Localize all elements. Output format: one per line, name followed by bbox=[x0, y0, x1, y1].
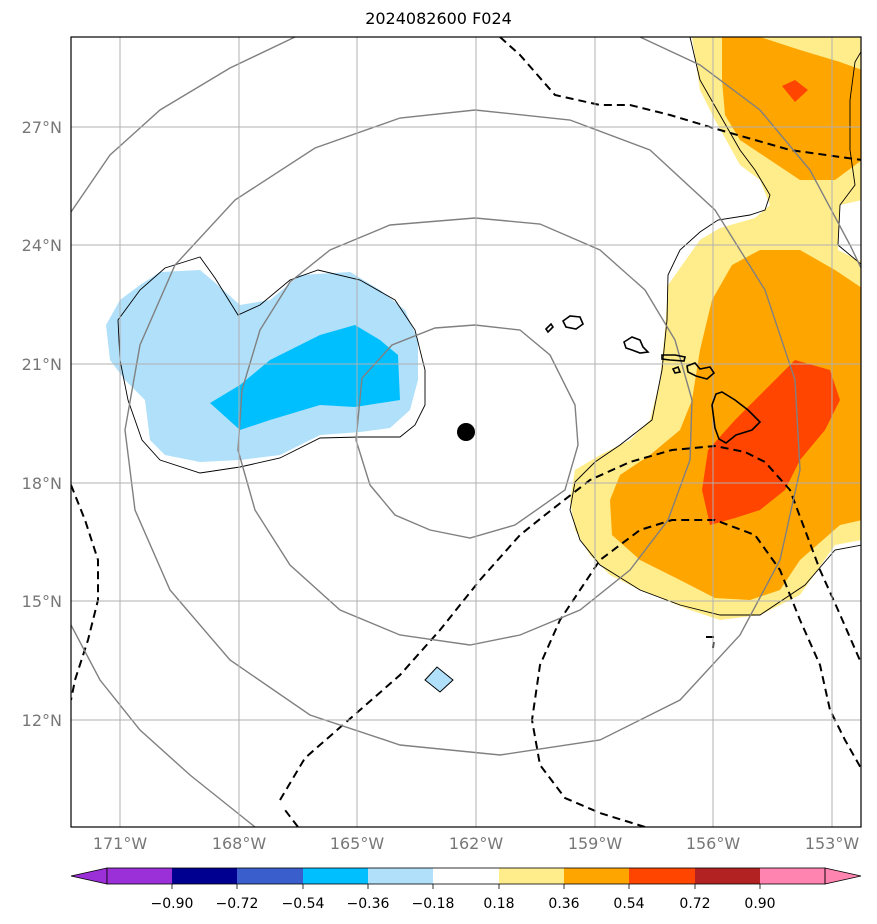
lon-label-159: 159°W bbox=[568, 834, 623, 853]
colorbar-over-extension bbox=[824, 867, 862, 885]
contour-line-positive-east bbox=[837, 50, 861, 265]
colorbar-segment-4 bbox=[303, 868, 368, 884]
colorbar: −0.90 −0.72 −0.54 −0.36 −0.18 0.18 0.36 … bbox=[70, 867, 862, 912]
latitude-labels: 27°N 24°N 21°N 18°N 15°N 12°N bbox=[22, 118, 62, 730]
island-oahu bbox=[623, 336, 650, 354]
lon-label-156: 156°W bbox=[686, 834, 741, 853]
storm-center-marker bbox=[457, 423, 475, 441]
island-kauai bbox=[561, 315, 584, 330]
colorbar-segment-8 bbox=[564, 868, 629, 884]
colorbar-label-3: −0.54 bbox=[282, 896, 325, 912]
lat-label-21: 21°N bbox=[22, 355, 62, 374]
colorbar-ticks bbox=[171, 884, 761, 889]
colorbar-segment-10 bbox=[695, 868, 760, 884]
contour-line-positive bbox=[569, 37, 861, 616]
colorbar-label-2: −0.72 bbox=[216, 896, 259, 912]
lat-label-12: 12°N bbox=[22, 711, 62, 730]
map-gridlines bbox=[71, 37, 861, 827]
negative-anomaly-fill bbox=[106, 270, 454, 693]
range-ring-3 bbox=[124, 109, 801, 756]
lon-label-162: 162°W bbox=[449, 834, 504, 853]
dashed-contour-south bbox=[284, 519, 861, 827]
longitude-labels: 171°W 168°W 165°W 162°W 159°W 156°W 153°… bbox=[93, 834, 860, 853]
island-big-island bbox=[711, 391, 762, 444]
island-niihau bbox=[544, 322, 555, 334]
colorbar-label-5: −0.18 bbox=[412, 896, 455, 912]
colorbar-segment-6 bbox=[433, 868, 499, 884]
colorbar-segment-2 bbox=[172, 868, 237, 884]
lat-label-24: 24°N bbox=[22, 236, 62, 255]
colorbar-segment-5 bbox=[368, 868, 433, 884]
colorbar-label-9: 0.72 bbox=[679, 896, 710, 912]
lon-label-168: 168°W bbox=[212, 834, 267, 853]
colorbar-segment-11 bbox=[760, 868, 825, 884]
lat-label-15: 15°N bbox=[22, 592, 62, 611]
colorbar-segment-3 bbox=[237, 868, 303, 884]
colorbar-label-7: 0.36 bbox=[548, 896, 579, 912]
range-rings bbox=[71, 37, 861, 827]
colorbar-label-4: −0.36 bbox=[347, 896, 390, 912]
colorbar-segment-1 bbox=[107, 868, 172, 884]
lon-label-165: 165°W bbox=[330, 834, 385, 853]
positive-anomaly-fill bbox=[570, 37, 861, 620]
colorbar-segment-7 bbox=[499, 868, 564, 884]
anomaly-region-blue-island bbox=[424, 666, 454, 693]
dashed-contour-west bbox=[71, 484, 99, 701]
colorbar-under-extension bbox=[70, 867, 108, 885]
lat-label-27: 27°N bbox=[22, 118, 62, 137]
dashed-contour-central bbox=[279, 444, 861, 801]
range-ring-1 bbox=[355, 324, 579, 539]
island-molokai bbox=[661, 354, 686, 362]
anomaly-region-orange-north bbox=[722, 37, 861, 180]
anomaly-region-red-south bbox=[702, 360, 840, 525]
lon-label-171: 171°W bbox=[93, 834, 148, 853]
colorbar-label-6: 0.18 bbox=[483, 896, 514, 912]
colorbar-segment-9 bbox=[629, 868, 695, 884]
range-ring-4 bbox=[71, 37, 861, 827]
range-ring-2 bbox=[237, 217, 693, 646]
map-title: 2024082600 F024 bbox=[365, 9, 512, 28]
island-lanai bbox=[671, 365, 682, 374]
colorbar-label-10: 0.90 bbox=[744, 896, 775, 912]
colorbar-labels: −0.90 −0.72 −0.54 −0.36 −0.18 0.18 0.36 … bbox=[151, 896, 776, 912]
colorbar-label-1: −0.90 bbox=[151, 896, 194, 912]
anomaly-region-blue bbox=[210, 325, 400, 430]
map-plot-area bbox=[71, 37, 861, 827]
solid-contours bbox=[117, 37, 861, 616]
anomaly-region-red-north bbox=[782, 80, 808, 102]
colorbar-label-8: 0.54 bbox=[613, 896, 644, 912]
lat-label-18: 18°N bbox=[22, 474, 62, 493]
anomaly-region-light-blue bbox=[106, 270, 418, 462]
colorbar-outline bbox=[106, 867, 826, 885]
lon-label-153: 153°W bbox=[805, 834, 860, 853]
hawaiian-islands bbox=[544, 315, 762, 444]
map-frame bbox=[70, 36, 862, 828]
island-maui bbox=[686, 362, 716, 380]
contour-line-negative bbox=[117, 256, 426, 474]
dashed-contour-north bbox=[499, 37, 861, 161]
